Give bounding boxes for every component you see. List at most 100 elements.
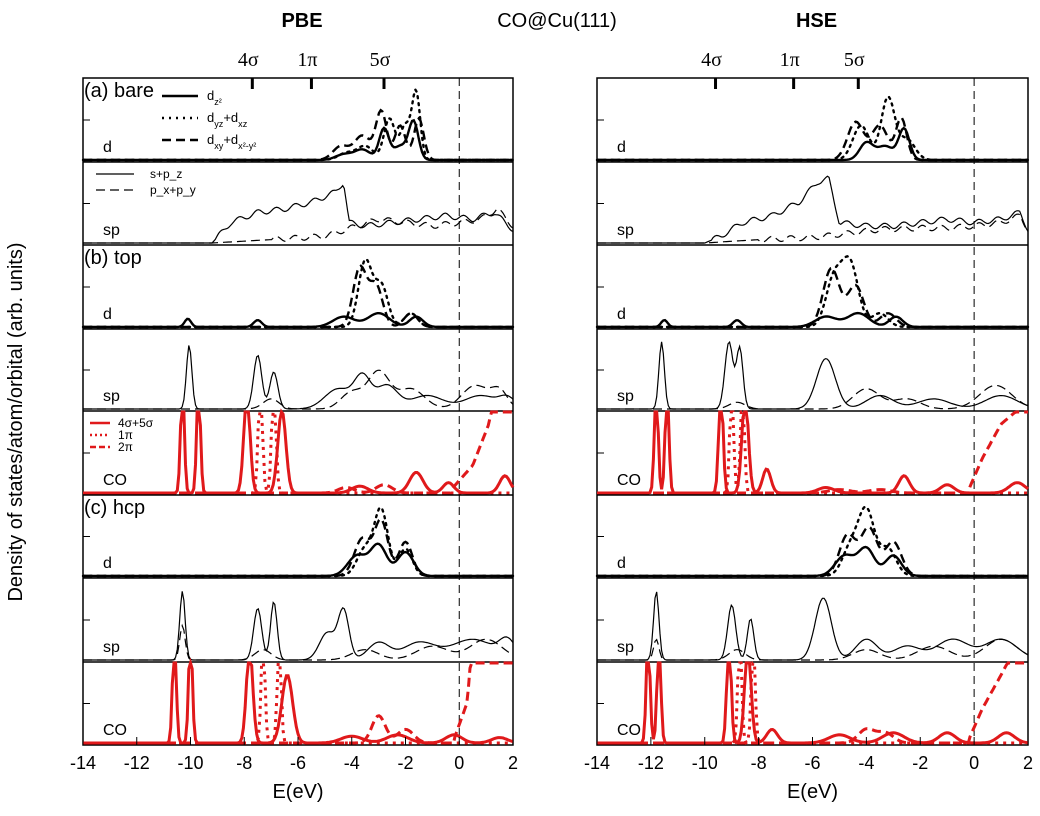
panel-title: HSE — [796, 10, 837, 32]
series-bare_sp-0 — [83, 184, 514, 244]
row-hcp_co: CO — [83, 657, 514, 745]
xlabel: E(eV) — [787, 781, 838, 803]
x-tick-label: -4 — [858, 753, 874, 773]
series-top_d-2 — [597, 267, 1028, 329]
series-bare_d-0 — [83, 118, 513, 162]
row-top_co: CO — [597, 410, 1029, 495]
co-level-label: 1π — [297, 49, 317, 71]
series-top_co-2 — [83, 410, 513, 495]
row-label: d — [103, 555, 112, 572]
legend-label: p_x+p_y — [150, 183, 196, 197]
row-bare_sp: sp s+p_z p_x+p_y — [83, 161, 514, 244]
panel-title: PBE — [281, 10, 322, 32]
series-hcp_sp-0 — [597, 591, 1029, 661]
panel-hse: HSE 4σ 1π 5σ d sp d sp CO d sp CO -14 -12 -10 -8 -6 -4 -2 0… — [584, 10, 1033, 803]
series-hcp_co-0 — [83, 657, 514, 745]
series-hcp_d-2 — [83, 517, 513, 578]
row-label: CO — [103, 722, 127, 739]
row-top_d: d — [595, 244, 1030, 329]
legend-label: dz² — [207, 88, 222, 107]
row-bare_d: d — [595, 95, 1030, 162]
group-label: (a) bare — [84, 80, 154, 102]
row-label: CO — [103, 472, 127, 489]
row-label: d — [617, 306, 626, 323]
series-top_d-0 — [83, 312, 513, 329]
x-tick-label: -12 — [124, 753, 150, 773]
series-hcp_co-0 — [597, 661, 1029, 745]
xlabel: E(eV) — [272, 781, 323, 803]
series-hcp_sp-1 — [83, 623, 514, 661]
series-bare_sp-1 — [597, 213, 1029, 244]
x-tick-label: -14 — [70, 753, 96, 773]
x-tick-label: 0 — [454, 753, 464, 773]
row-hcp_d: d — [595, 494, 1030, 578]
series-top_sp-1 — [597, 384, 1029, 410]
x-tick-label: -10 — [692, 753, 718, 773]
series-top_d-2 — [83, 264, 513, 329]
x-tick-label: -2 — [397, 753, 413, 773]
series-bare_sp-0 — [597, 175, 1029, 244]
x-tick-label: 2 — [1023, 753, 1033, 773]
x-tick-label: -4 — [344, 753, 360, 773]
series-top_co-0 — [597, 410, 1029, 495]
legend-label: 1π — [118, 428, 133, 442]
series-hcp_d-2 — [597, 525, 1028, 578]
series-hcp_d-0 — [83, 542, 513, 578]
x-tick-label: 2 — [508, 753, 518, 773]
series-hcp_sp-0 — [83, 591, 514, 661]
series-top_d-1 — [595, 255, 1030, 329]
legend-bare_d: dz² dyz+dxz dxy+dx²-y² — [162, 88, 256, 151]
legend-label: dxy+dx²-y² — [207, 132, 256, 151]
co-level-label: 4σ — [701, 49, 722, 71]
row-label: sp — [103, 639, 120, 656]
series-top_sp-0 — [597, 340, 1029, 410]
series-top_sp-0 — [83, 345, 514, 410]
panel-pbe: PBE 4σ 1π 5σ d (a) bare dz² dyz+dxz dxy+dx²-y² sp… — [70, 10, 518, 803]
ylabel: Density of states/atom/orbital (arb. uni… — [5, 242, 27, 601]
series-hcp_d-1 — [81, 505, 515, 578]
series-bare_d-2 — [83, 108, 513, 162]
series-top_sp-1 — [83, 369, 514, 410]
x-tick-label: -12 — [638, 753, 664, 773]
x-tick-label: -2 — [912, 753, 928, 773]
row-hcp_sp: sp — [83, 577, 514, 661]
co-level-label: 5σ — [370, 49, 391, 71]
row-bare_sp: sp — [597, 161, 1029, 244]
legend-label: dyz+dxz — [207, 110, 248, 129]
row-label: d — [617, 555, 626, 572]
row-top_sp: sp — [597, 328, 1029, 410]
row-label: sp — [617, 639, 634, 656]
series-top_co-2 — [597, 410, 1028, 495]
x-tick-label: -8 — [751, 753, 767, 773]
co-level-label: 4σ — [238, 49, 259, 71]
row-top_sp: sp — [83, 328, 514, 410]
x-tick-label: -14 — [584, 753, 610, 773]
x-tick-label: -6 — [290, 753, 306, 773]
series-top_d-1 — [81, 257, 515, 329]
legend-label: s+p_z — [150, 167, 182, 181]
series-hcp_d-1 — [595, 505, 1030, 578]
group-label: (c) hcp — [84, 497, 145, 519]
co-level-label: 1π — [780, 49, 800, 71]
series-bare_d-0 — [597, 126, 1028, 162]
series-hcp_sp-1 — [597, 638, 1029, 661]
series-bare_sp-1 — [83, 208, 514, 244]
row-hcp_co: CO — [597, 661, 1029, 746]
series-bare_d-2 — [597, 116, 1028, 162]
chart-title: CO@Cu(111) — [497, 10, 617, 32]
row-label: d — [103, 306, 112, 323]
row-label: CO — [617, 472, 641, 489]
group-label: (b) top — [84, 247, 142, 269]
x-tick-label: -8 — [236, 753, 252, 773]
row-label: d — [617, 139, 626, 156]
row-label: sp — [617, 222, 634, 239]
x-tick-label: -6 — [804, 753, 820, 773]
legend-label: 2π — [118, 440, 133, 454]
series-bare_d-1 — [595, 95, 1030, 162]
row-label: sp — [103, 388, 120, 405]
row-label: CO — [617, 722, 641, 739]
series-hcp_d-0 — [597, 545, 1028, 578]
x-tick-label: 0 — [969, 753, 979, 773]
